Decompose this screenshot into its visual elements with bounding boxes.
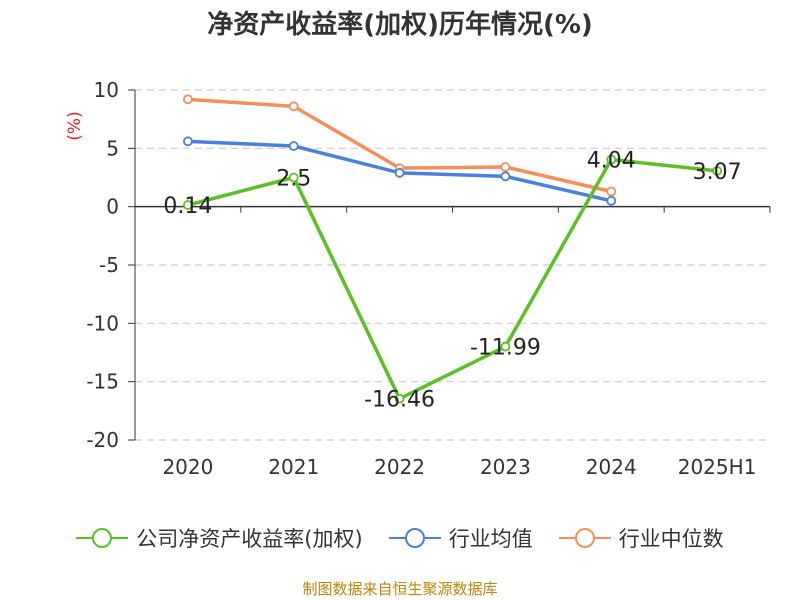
y-tick-label: -5 <box>99 253 119 277</box>
data-label: 4.04 <box>587 149 636 174</box>
data-point-0 <box>288 172 299 183</box>
legend-label-industry-median: 行业中位数 <box>618 527 724 551</box>
x-tick-label: 2021 <box>268 455 319 479</box>
data-point-1 <box>606 195 617 206</box>
legend-marker-industry-median <box>558 528 611 548</box>
y-tick-label: -10 <box>86 311 119 335</box>
legend-item-industry-median[interactable]: 行业中位数 <box>558 523 724 553</box>
x-tick-label: 2020 <box>162 455 213 479</box>
data-point-0 <box>712 165 722 176</box>
series-layer <box>183 94 722 404</box>
source-footer: 制图数据来自恒生聚源数据库 <box>302 580 498 598</box>
data-label: -16.46 <box>364 388 435 413</box>
data-label: 3.07 <box>693 160 742 185</box>
y-tick-label: 10 <box>94 78 119 102</box>
y-tick-label: -15 <box>86 370 119 394</box>
data-point-1 <box>183 136 193 147</box>
x-tick-label: 2024 <box>586 455 637 479</box>
data-point-0 <box>183 200 193 210</box>
legend-item-industry-mean[interactable]: 行业均值 <box>388 523 533 553</box>
y-axis-unit-label: (%) <box>65 111 85 140</box>
data-point-2 <box>500 162 511 172</box>
y-tick-label: 0 <box>106 195 119 219</box>
legend-marker-industry-mean <box>388 528 441 548</box>
data-point-2 <box>183 94 193 105</box>
x-tick-label: 2023 <box>480 455 531 479</box>
data-point-0 <box>606 154 617 165</box>
grid-lines <box>135 89 770 441</box>
data-point-0 <box>394 393 405 404</box>
y-tick-label: -20 <box>86 428 119 452</box>
data-label: 0.14 <box>163 194 212 219</box>
legend-item-company-roe[interactable]: 公司净资产收益率(加权) <box>76 523 363 553</box>
y-tick-label: 5 <box>106 136 119 160</box>
data-point-2 <box>288 101 299 112</box>
data-point-1 <box>500 171 511 182</box>
series-line-0 <box>187 157 718 401</box>
chart-title: 净资产收益率(加权)历年情况(%) <box>207 10 593 40</box>
data-point-2 <box>606 186 617 197</box>
data-point-0 <box>500 341 511 352</box>
axes: 10 5 0 -5 -10 -15 -20 2020 2021 2022 2023 2024 2025H… <box>86 78 771 479</box>
x-tick-label: 2025H1 <box>678 455 757 479</box>
data-label: -11.99 <box>470 336 541 361</box>
data-labels: 0.14 2.5 -16.46 -11.99 4.04 3.07 <box>163 149 741 413</box>
legend: 公司净资产收益率(加权) 行业均值 行业中位数 <box>0 518 800 558</box>
legend-label-company-roe: 公司净资产收益率(加权) <box>136 527 363 551</box>
x-tick-label: 2022 <box>374 455 425 479</box>
legend-marker-company-roe <box>76 528 129 548</box>
legend-label-industry-mean: 行业均值 <box>448 527 533 551</box>
data-label: 2.5 <box>276 167 311 192</box>
data-point-1 <box>288 141 299 151</box>
data-point-1 <box>394 167 405 178</box>
